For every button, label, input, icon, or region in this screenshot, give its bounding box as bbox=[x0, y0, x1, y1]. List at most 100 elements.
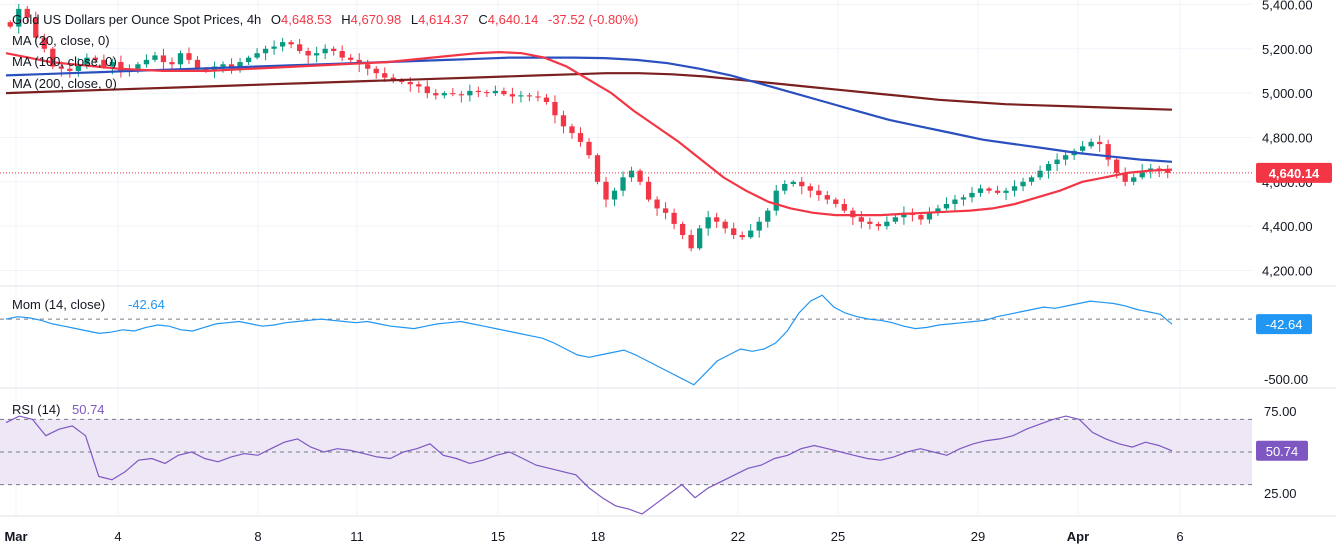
candle-body bbox=[1028, 177, 1035, 182]
candle-body bbox=[296, 44, 303, 51]
candle-body bbox=[237, 62, 243, 69]
open-value: 4,648.53 bbox=[281, 12, 332, 27]
candle-body bbox=[594, 155, 601, 182]
candle-body bbox=[450, 93, 456, 95]
candle-body bbox=[918, 215, 924, 220]
candle-body bbox=[16, 8, 22, 27]
candle-body bbox=[867, 221, 873, 224]
time-tick-label: 22 bbox=[731, 529, 745, 544]
candle-body bbox=[960, 197, 967, 200]
candle-body bbox=[611, 190, 618, 200]
candle-body bbox=[986, 188, 992, 191]
legend-ma200[interactable]: MA (200, close, 0) bbox=[12, 76, 117, 91]
time-tick-label: 15 bbox=[491, 529, 505, 544]
candle-body bbox=[1122, 172, 1128, 182]
candle-body bbox=[526, 95, 533, 97]
candle-body bbox=[645, 181, 652, 200]
symbol-title: Gold US Dollars per Ounce Spot Prices, 4… bbox=[12, 12, 261, 27]
candle-body bbox=[1097, 141, 1103, 145]
candle-body bbox=[484, 92, 490, 94]
candle-body bbox=[560, 115, 567, 127]
price-tick-label: 4,800.00 bbox=[1262, 130, 1313, 145]
candle-body bbox=[1011, 186, 1018, 191]
candle-body bbox=[731, 228, 737, 236]
candle-body bbox=[75, 64, 81, 71]
candle-body bbox=[33, 17, 39, 38]
candle-body bbox=[41, 37, 47, 49]
candle-body bbox=[322, 48, 328, 54]
rsi-badge-label: 50.74 bbox=[1266, 444, 1299, 459]
candle-body bbox=[1165, 170, 1171, 173]
time-axis[interactable]: Mar 4 8 11 15 18 22 25 29 Apr 6 bbox=[4, 529, 1183, 544]
legend-ma100[interactable]: MA (100, close, 0) bbox=[12, 54, 117, 69]
candle-body bbox=[679, 223, 686, 236]
candle-body bbox=[382, 73, 388, 78]
candle-body bbox=[543, 97, 550, 102]
ma100-line bbox=[5, 56, 1173, 163]
candle-body bbox=[824, 195, 830, 200]
close-label: C bbox=[478, 12, 487, 27]
candle-body bbox=[926, 212, 933, 220]
candles bbox=[7, 3, 1171, 252]
rsi-tick-label: 75.00 bbox=[1264, 404, 1297, 419]
candle-body bbox=[339, 50, 345, 58]
change-value: -37.52 (-0.80%) bbox=[548, 12, 638, 27]
candle-body bbox=[637, 170, 643, 182]
candle-body bbox=[348, 57, 354, 60]
candle-body bbox=[365, 64, 371, 69]
candle-body bbox=[467, 90, 473, 96]
time-tick-label: 29 bbox=[971, 529, 985, 544]
candle-body bbox=[994, 190, 1001, 193]
mom-title: Mom (14, close) bbox=[12, 297, 105, 312]
candle-body bbox=[143, 59, 150, 65]
rsi-title: RSI (14) bbox=[12, 402, 60, 417]
candle-body bbox=[577, 133, 584, 142]
candle-body bbox=[441, 93, 447, 96]
candle-body bbox=[58, 66, 64, 69]
candle-body bbox=[875, 223, 882, 227]
candle-body bbox=[1054, 159, 1060, 165]
rsi-line bbox=[5, 415, 1173, 515]
candle-body bbox=[935, 208, 941, 213]
candle-body bbox=[169, 62, 175, 65]
candle-body bbox=[569, 126, 575, 134]
candle-body bbox=[50, 48, 56, 67]
candle-body bbox=[969, 192, 975, 198]
rsi-badge bbox=[1256, 440, 1308, 461]
candle-body bbox=[662, 208, 669, 213]
time-tick-label: 18 bbox=[591, 529, 605, 544]
high-label: H bbox=[341, 12, 350, 27]
candle-body bbox=[501, 90, 507, 95]
candle-body bbox=[1139, 170, 1145, 178]
rsi-tick-label: 25.00 bbox=[1264, 486, 1297, 501]
time-tick-label: 8 bbox=[254, 529, 261, 544]
time-tick-label: 4 bbox=[114, 529, 121, 544]
price-axis[interactable]: 5,400.005,200.005,000.004,800.004,600.00… bbox=[1262, 0, 1313, 278]
candle-body bbox=[24, 8, 30, 18]
candle-body bbox=[109, 62, 116, 67]
candle-body bbox=[118, 62, 124, 71]
candle-body bbox=[1114, 159, 1120, 173]
candle-body bbox=[492, 90, 499, 94]
mom-badge-label: -42.64 bbox=[1266, 317, 1303, 332]
ma200-line bbox=[5, 72, 1173, 111]
candle-body bbox=[807, 186, 813, 191]
candle-body bbox=[1105, 144, 1111, 160]
candle-body bbox=[858, 217, 864, 222]
candle-body bbox=[756, 221, 762, 231]
candle-body bbox=[943, 203, 950, 209]
candle-body bbox=[101, 59, 107, 67]
candle-body bbox=[271, 46, 277, 49]
candle-body bbox=[160, 55, 167, 63]
candle-body bbox=[92, 57, 99, 60]
candle-body bbox=[586, 141, 592, 156]
candle-body bbox=[901, 212, 907, 218]
candle-body bbox=[620, 177, 626, 191]
candle-body bbox=[84, 57, 90, 65]
candle-body bbox=[977, 188, 984, 193]
candle-body bbox=[458, 94, 464, 96]
legend-ma20[interactable]: MA (20, close, 0) bbox=[12, 33, 110, 48]
candle-body bbox=[748, 230, 754, 238]
candle-body bbox=[424, 86, 430, 94]
